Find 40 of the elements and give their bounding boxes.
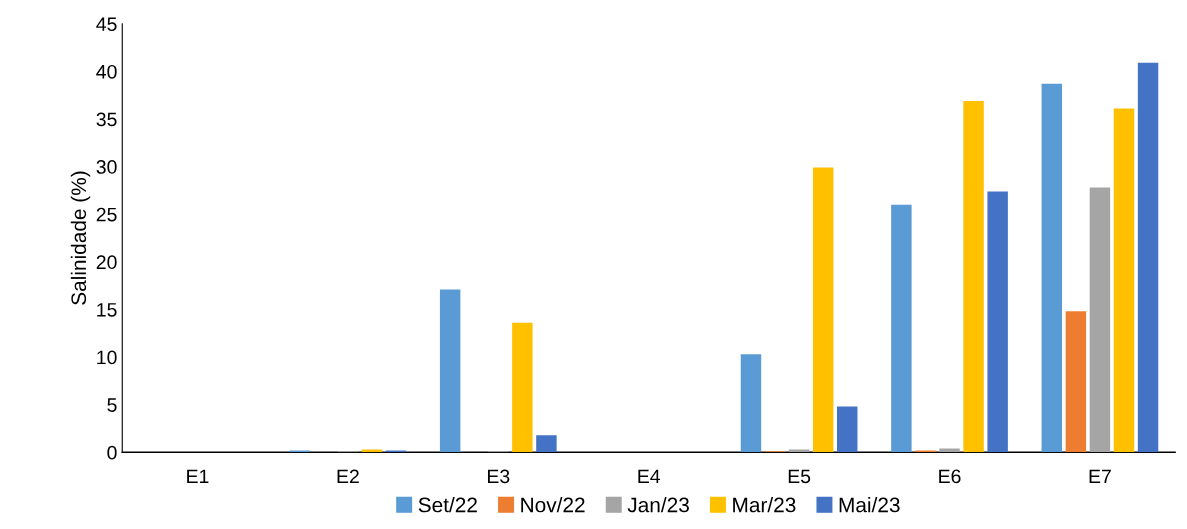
bar: [1041, 83, 1063, 453]
y-tick-label: 15: [97, 303, 117, 317]
bar: [1089, 187, 1111, 453]
bar: [536, 435, 557, 453]
x-tick-label: E6: [939, 469, 961, 484]
x-tick-label: E5: [788, 469, 811, 484]
bar: [512, 322, 533, 453]
y-tick-label: 45: [96, 17, 117, 32]
bar: [361, 449, 383, 453]
bar: [837, 406, 858, 453]
bar: [788, 449, 810, 453]
y-tick-label: 0: [107, 445, 117, 460]
bar: [1137, 62, 1159, 453]
y-tick-label: 10: [97, 350, 117, 365]
legend-label: Jan/23: [627, 497, 689, 513]
bar: [987, 191, 1008, 453]
x-tick-label: E2: [337, 469, 359, 484]
legend-label: Nov/22: [521, 497, 585, 513]
y-tick-label: 25: [96, 207, 117, 222]
bar: [963, 100, 984, 453]
x-tick-label: E7: [1089, 469, 1111, 484]
legend-label: Set/22: [418, 497, 477, 513]
bar: [1065, 311, 1087, 453]
y-tick-label: 20: [96, 255, 117, 270]
y-tick-label: 30: [96, 160, 117, 174]
x-tick-label: E4: [638, 469, 661, 484]
x-tick-label: E3: [487, 469, 510, 484]
legend-label: Mar/23: [733, 497, 796, 513]
bar: [1113, 108, 1135, 453]
y-tick-label: 40: [96, 64, 117, 79]
bar: [891, 204, 912, 453]
y-tick-label: 35: [96, 112, 117, 127]
bar: [740, 354, 762, 453]
bar: [939, 448, 960, 453]
bar: [812, 167, 834, 453]
y-axis-title: Salinidade (%): [70, 171, 91, 305]
legend-label: Mai/23: [839, 497, 900, 513]
bar: [439, 289, 461, 453]
x-tick-label: E1: [187, 469, 209, 484]
y-tick-label: 5: [107, 398, 117, 412]
